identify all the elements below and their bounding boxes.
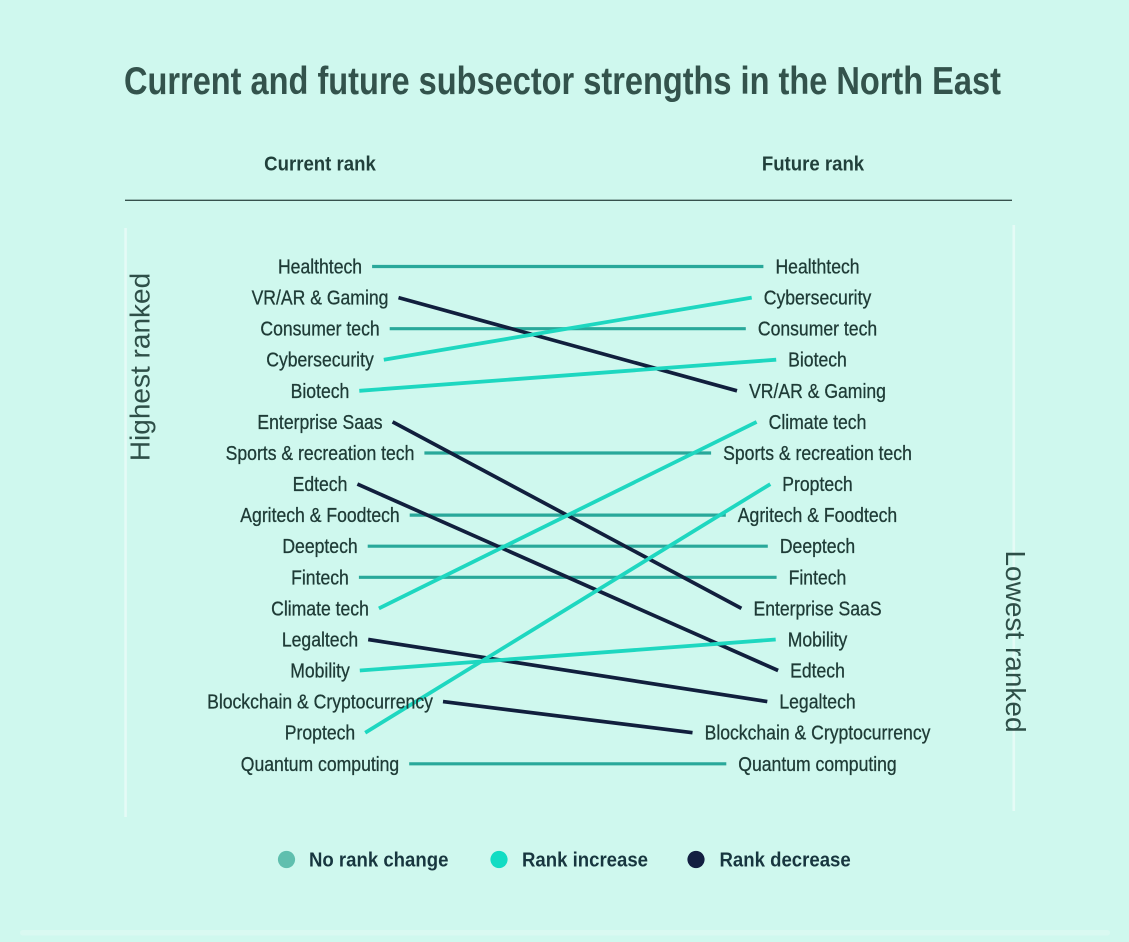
svg-text:Fintech: Fintech — [291, 566, 349, 588]
svg-text:Blockchain & Cryptocurrency: Blockchain & Cryptocurrency — [705, 722, 931, 744]
svg-text:Blockchain & Cryptocurrency: Blockchain & Cryptocurrency — [207, 691, 433, 713]
svg-text:Agritech & Foodtech: Agritech & Foodtech — [738, 504, 897, 526]
svg-text:Lowest ranked: Lowest ranked — [1000, 550, 1031, 732]
svg-text:Edtech: Edtech — [293, 473, 348, 495]
svg-text:No rank change: No rank change — [309, 850, 449, 872]
svg-text:Fintech: Fintech — [789, 566, 847, 588]
svg-text:Biotech: Biotech — [788, 349, 847, 371]
svg-text:Sports & recreation tech: Sports & recreation tech — [723, 442, 912, 464]
svg-text:Edtech: Edtech — [790, 659, 845, 681]
svg-text:Cybersecurity: Cybersecurity — [764, 287, 872, 309]
svg-text:Rank increase: Rank increase — [522, 850, 648, 872]
svg-text:Agritech & Foodtech: Agritech & Foodtech — [240, 504, 399, 526]
svg-text:Deeptech: Deeptech — [282, 535, 357, 557]
svg-text:Healthtech: Healthtech — [775, 255, 859, 277]
svg-text:VR/AR & Gaming: VR/AR & Gaming — [749, 380, 886, 402]
svg-text:Biotech: Biotech — [291, 380, 350, 402]
svg-text:Enterprise Saas: Enterprise Saas — [257, 411, 382, 433]
svg-text:Enterprise SaaS: Enterprise SaaS — [753, 597, 881, 619]
svg-text:VR/AR & Gaming: VR/AR & Gaming — [252, 287, 389, 309]
svg-text:Proptech: Proptech — [782, 473, 852, 495]
svg-text:Quantum computing: Quantum computing — [738, 753, 896, 775]
svg-text:Mobility: Mobility — [788, 628, 848, 650]
svg-text:Sports & recreation tech: Sports & recreation tech — [226, 442, 415, 464]
svg-text:Legaltech: Legaltech — [779, 691, 855, 713]
svg-text:Deeptech: Deeptech — [780, 535, 855, 557]
svg-text:Proptech: Proptech — [285, 722, 355, 744]
svg-text:Consumer tech: Consumer tech — [260, 318, 379, 340]
svg-text:Highest ranked: Highest ranked — [125, 273, 156, 461]
svg-text:Rank decrease: Rank decrease — [720, 850, 851, 872]
svg-text:Legaltech: Legaltech — [282, 628, 358, 650]
svg-text:Consumer tech: Consumer tech — [758, 318, 877, 340]
svg-text:Cybersecurity: Cybersecurity — [266, 349, 374, 371]
svg-text:Quantum computing: Quantum computing — [241, 753, 399, 775]
svg-text:Climate tech: Climate tech — [769, 411, 867, 433]
svg-text:Mobility: Mobility — [290, 659, 350, 681]
svg-text:Healthtech: Healthtech — [278, 255, 362, 277]
svg-text:Climate tech: Climate tech — [271, 597, 369, 619]
